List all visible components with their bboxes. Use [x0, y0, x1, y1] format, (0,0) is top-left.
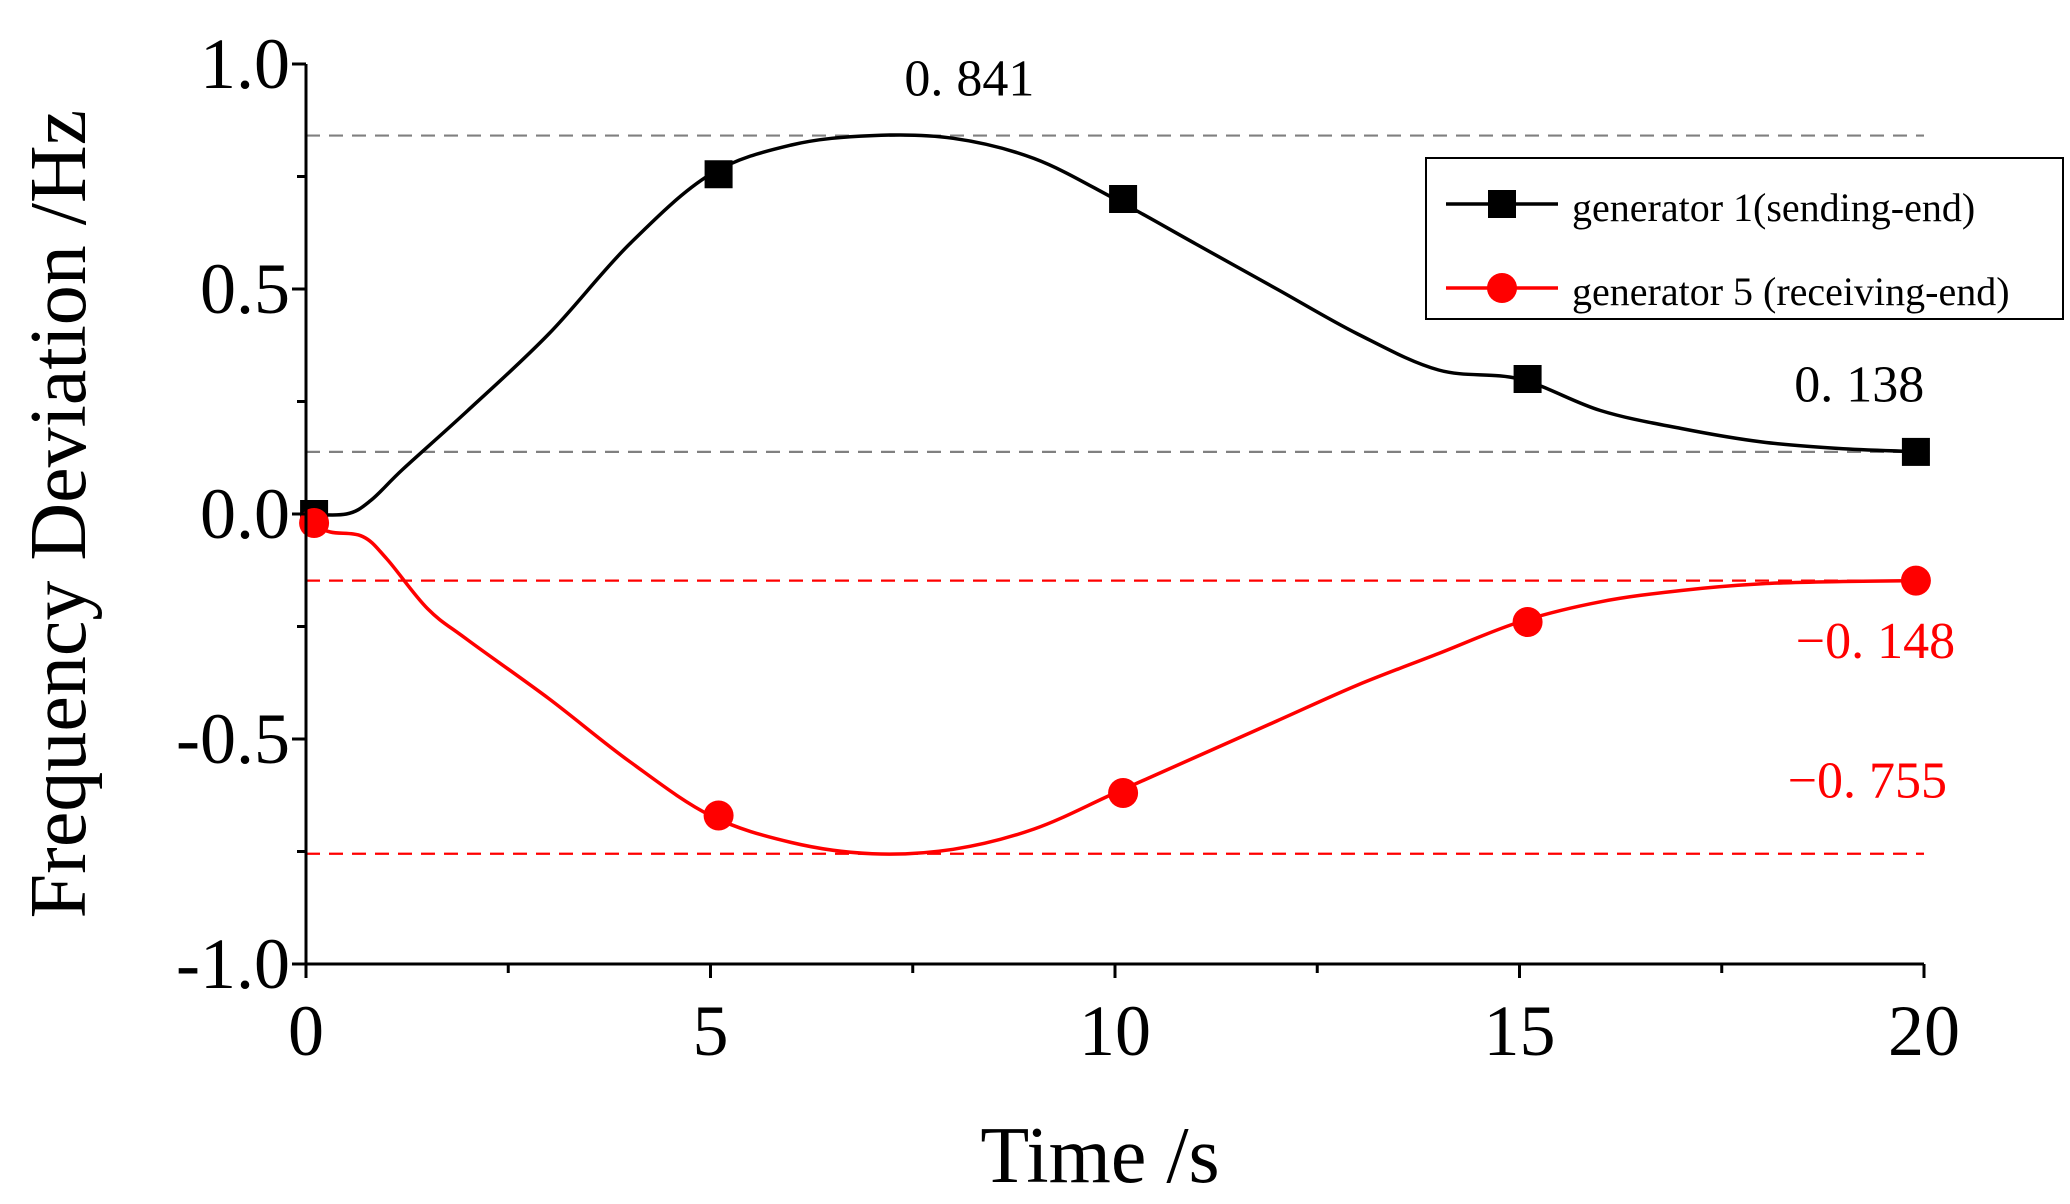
data-point-generator-1 [1513, 365, 1542, 393]
y-tick-label: 0.0 [200, 474, 290, 554]
series-markers [299, 160, 1931, 831]
series-line-generator-1 [305, 133, 1925, 517]
axis-ticks [292, 62, 1926, 978]
annotation-label: −0. 755 [1788, 753, 1947, 810]
x-tick-label: 0 [288, 991, 324, 1071]
legend-label-generator-1: generator 1(sending-end) [1572, 185, 1975, 230]
axes [292, 62, 1926, 978]
data-point-generator-5 [1512, 607, 1543, 637]
data-point-generator-1 [1109, 185, 1138, 213]
data-point-generator-1 [1901, 437, 1930, 466]
annotation-label: −0. 148 [1796, 613, 1955, 670]
y-tick-label: -1.0 [176, 924, 290, 1004]
annotations: 0. 841 0. 138 −0. 148 −0. 755 [904, 51, 1955, 810]
series-lines [305, 133, 1925, 856]
y-tick-label: 1.0 [200, 24, 290, 104]
x-tick-label: 20 [1888, 991, 1960, 1071]
y-tick-label: -0.5 [176, 699, 290, 779]
legend-marker-generator-5 [1487, 273, 1517, 303]
annotation-label: 0. 138 [1794, 357, 1924, 414]
data-point-generator-1 [704, 160, 733, 189]
tick-labels: 0 5 10 15 20 1.0 0.5 0.0 -0.5 -1.0 [176, 24, 1960, 1071]
x-tick-label: 15 [1484, 991, 1556, 1071]
data-point-generator-5 [703, 800, 734, 831]
y-axis-label: Frequency Deviation /Hz [15, 110, 103, 919]
reference-lines [306, 134, 1924, 855]
x-tick-label: 5 [693, 991, 729, 1071]
legend-label-generator-5: generator 5 (receiving-end) [1572, 269, 2010, 314]
legend-box [1425, 157, 2064, 320]
series-line-generator-5 [305, 521, 1925, 856]
data-point-generator-5 [1900, 565, 1931, 596]
annotation-label: 0. 841 [904, 51, 1034, 108]
x-axis-label: Time /s [980, 1112, 1219, 1200]
y-tick-label: 0.5 [200, 249, 290, 329]
legend: generator 1(sending-end) generator 5 (re… [1425, 157, 2064, 320]
legend-marker-generator-1 [1488, 190, 1516, 218]
data-point-generator-5 [1108, 778, 1139, 808]
x-tick-label: 10 [1079, 991, 1151, 1071]
